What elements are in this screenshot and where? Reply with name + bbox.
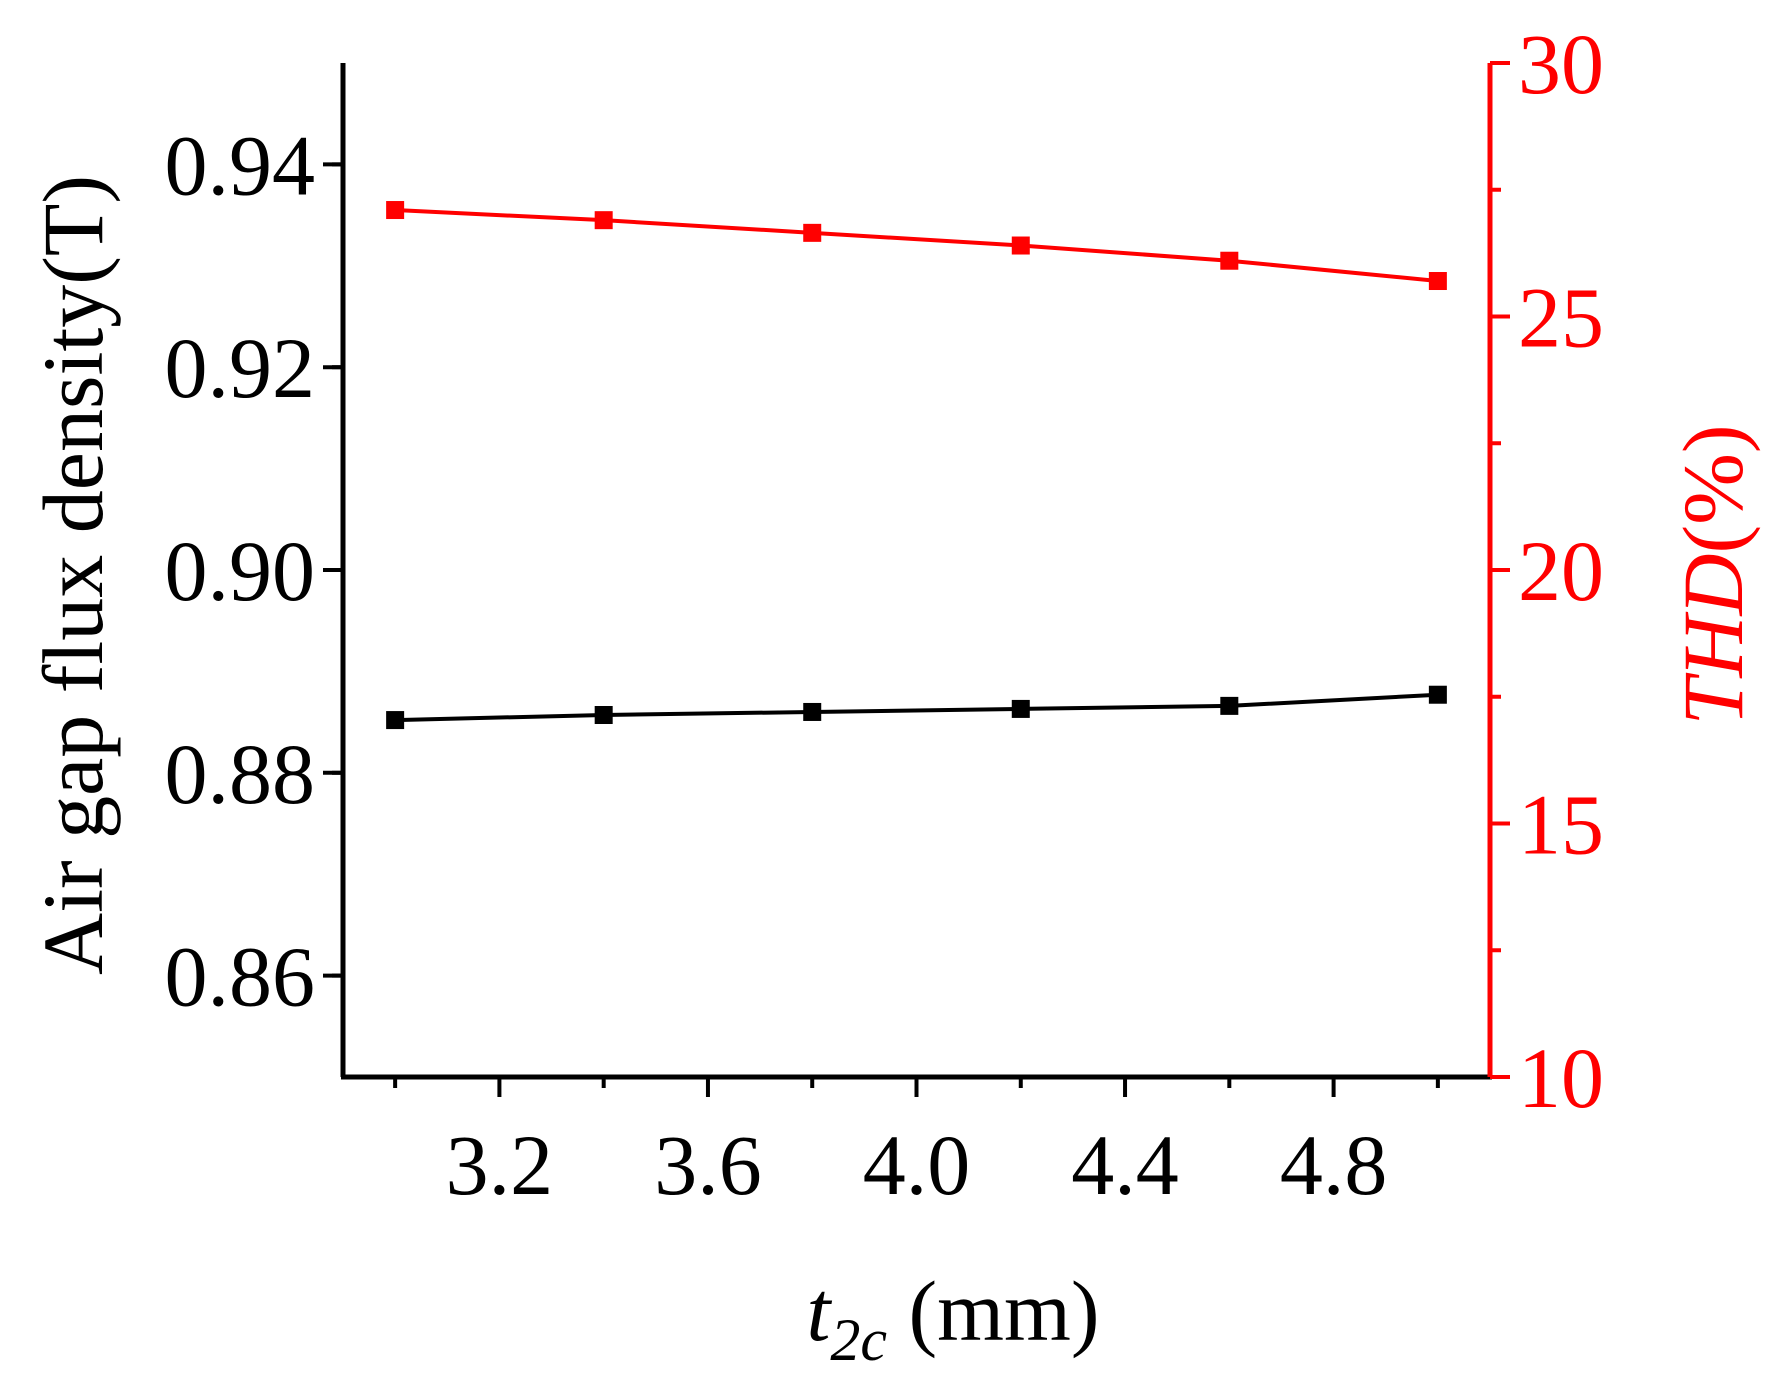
y-left-tick-label: 0.86 bbox=[165, 929, 316, 1025]
thd-data-point bbox=[386, 201, 405, 220]
thd-data-point bbox=[1220, 251, 1239, 270]
y-right-tick-label: 15 bbox=[1518, 777, 1604, 873]
flux-density-series-line bbox=[395, 692, 1438, 723]
x-tick-label: 4.4 bbox=[1071, 1117, 1179, 1213]
thd-series-line bbox=[395, 208, 1439, 284]
x-tick-label: 4.0 bbox=[863, 1117, 971, 1213]
y-right-tick-label: 25 bbox=[1518, 270, 1604, 366]
y-right-tick-label: 10 bbox=[1518, 1030, 1604, 1126]
y-left-axis-title: Air gap flux density(T) bbox=[25, 175, 121, 975]
thd-data-point bbox=[1011, 236, 1030, 255]
x-tick-label: 3.6 bbox=[654, 1117, 762, 1213]
x-tick-label: 4.8 bbox=[1280, 1117, 1388, 1213]
axes-layer bbox=[323, 61, 1510, 1097]
y-right-axis-title: THD(%) bbox=[1665, 425, 1761, 726]
y-left-tick-label: 0.92 bbox=[165, 320, 316, 416]
y-left-tick-label: 0.90 bbox=[165, 523, 316, 619]
x-tick-label: 3.2 bbox=[446, 1117, 554, 1213]
series-layer bbox=[386, 201, 1447, 730]
flux-density-data-point bbox=[803, 702, 822, 721]
thd-data-point bbox=[594, 211, 613, 230]
flux-density-data-point bbox=[1220, 696, 1239, 715]
y-left-tick-label: 0.94 bbox=[165, 117, 316, 213]
thd-data-point bbox=[1428, 272, 1447, 291]
y-left-tick-label: 0.88 bbox=[165, 726, 316, 822]
flux-density-data-point bbox=[1011, 699, 1030, 718]
flux-density-data-point bbox=[386, 711, 405, 730]
flux-density-data-point bbox=[1428, 685, 1447, 704]
thd-data-point bbox=[803, 223, 822, 242]
x-axis-title: t2c (mm) bbox=[806, 1263, 1099, 1373]
y-right-tick-label: 30 bbox=[1518, 16, 1604, 112]
flux-density-data-point bbox=[594, 706, 613, 725]
y-right-tick-label: 20 bbox=[1518, 523, 1604, 619]
labels-layer: Air gap flux density(T) THD(%) t2c (mm) … bbox=[25, 16, 1761, 1373]
